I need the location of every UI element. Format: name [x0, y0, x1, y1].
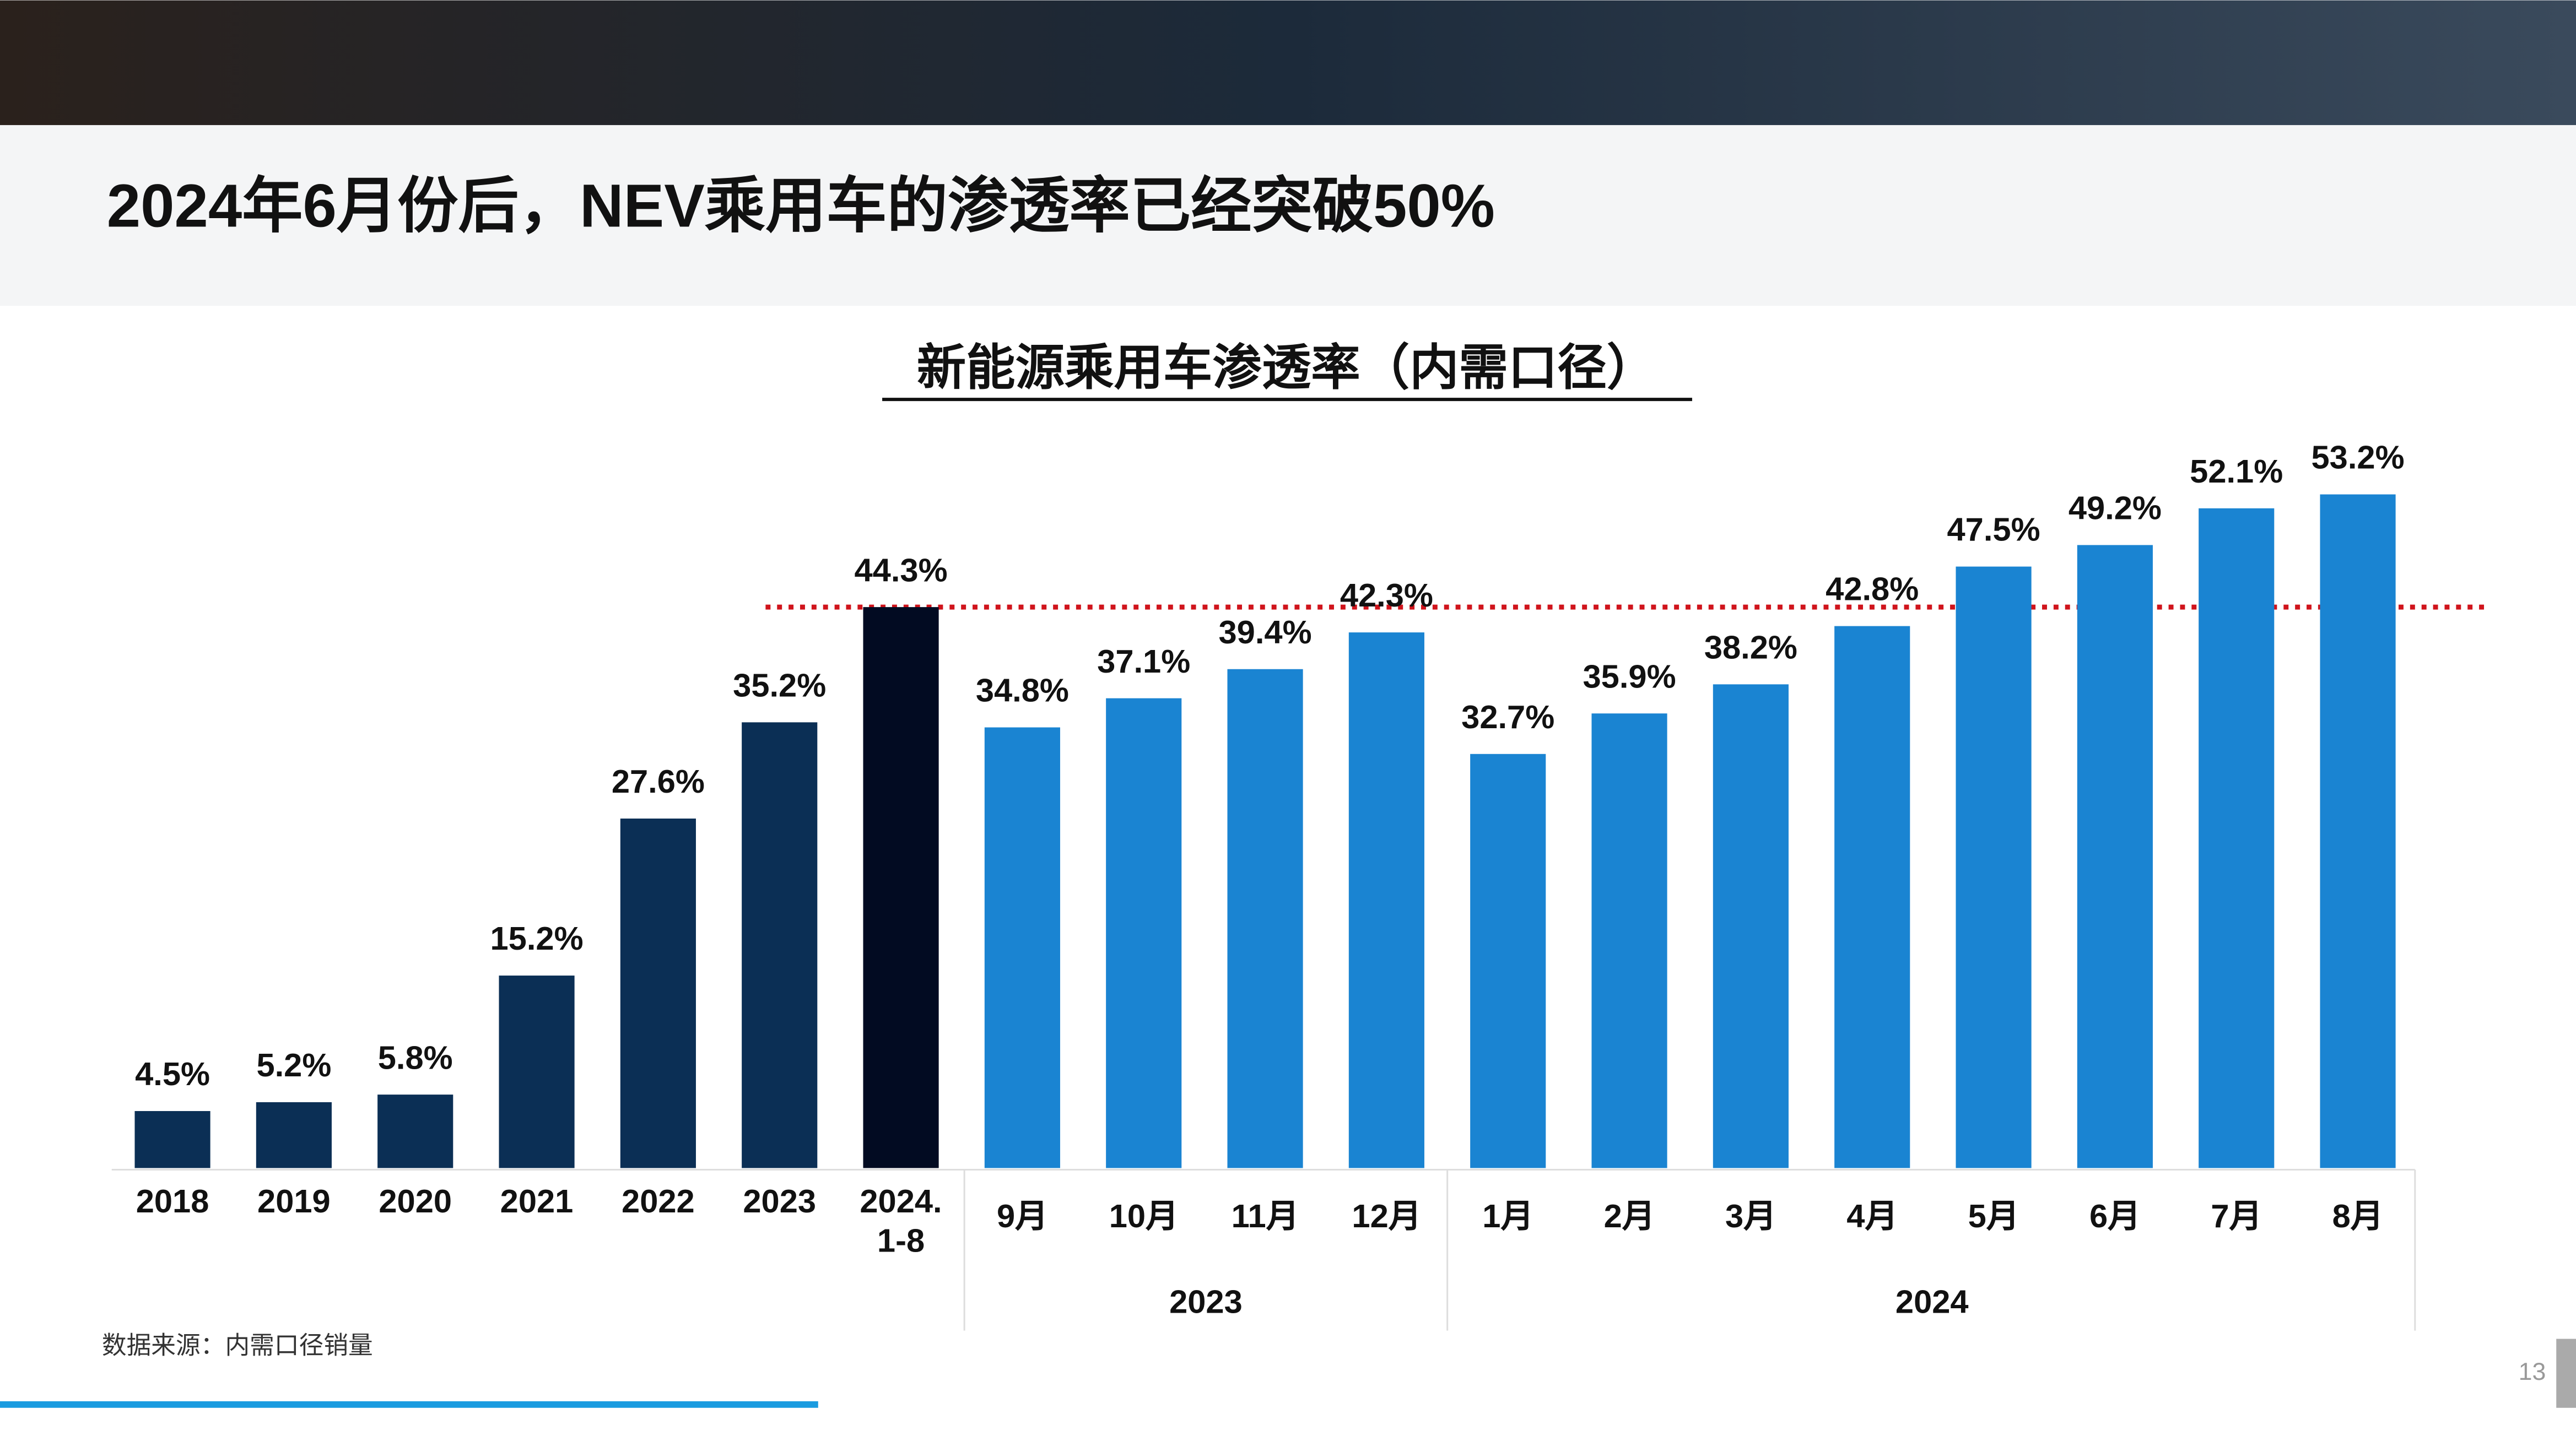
x-label-box: 2018 — [136, 1184, 209, 1221]
x-label-box: 2020 — [379, 1184, 452, 1221]
bar — [256, 1102, 332, 1168]
x-label-box: 2024. 1-8 — [860, 1184, 942, 1260]
x-label-box: 1月 — [1482, 1199, 1534, 1236]
bar — [1591, 713, 1667, 1168]
bar — [863, 607, 939, 1168]
x-tick-label: 2018 — [136, 1184, 209, 1221]
bar — [2077, 545, 2153, 1168]
corner-bar — [2556, 1339, 2576, 1408]
x-tick-label: 3月 — [1725, 1199, 1776, 1236]
x-label-box: 2021 — [500, 1184, 574, 1221]
value-label: 39.4% — [1219, 614, 1312, 651]
bar — [1348, 632, 1424, 1168]
x-label-box: 4月 — [1846, 1199, 1898, 1236]
group-label: 2024 — [1895, 1283, 1969, 1320]
x-label-box: 11月 — [1231, 1199, 1299, 1236]
x-tick-label: 2022 — [622, 1184, 695, 1221]
chart-title: 新能源乘用车渗透率（内需口径） — [917, 340, 1656, 395]
x-label-box: 5月 — [1968, 1199, 2019, 1236]
slide-title: 2024年6月份后，NEV乘用车的渗透率已经突破50% — [107, 172, 1495, 240]
bar — [1956, 566, 2032, 1168]
x-tick-label: 11月 — [1231, 1199, 1299, 1236]
bar — [1227, 669, 1303, 1168]
value-label: 38.2% — [1704, 629, 1797, 665]
x-label-box: 2月 — [1603, 1199, 1655, 1236]
bar — [499, 976, 575, 1168]
x-label-box: 3月 — [1725, 1199, 1776, 1236]
x-tick-label: 12月 — [1352, 1199, 1422, 1236]
x-tick-label: 2024. 1-8 — [860, 1184, 942, 1260]
bar — [377, 1095, 453, 1168]
bar — [134, 1111, 210, 1168]
value-label: 5.2% — [256, 1047, 331, 1084]
x-label-box: 2023 — [743, 1184, 817, 1221]
x-tick-label: 1月 — [1482, 1199, 1534, 1236]
x-label-box: 2019 — [257, 1184, 331, 1221]
value-label: 42.3% — [1340, 577, 1433, 614]
value-label: 4.5% — [135, 1055, 210, 1092]
value-label: 5.8% — [378, 1039, 453, 1076]
x-tick-label: 4月 — [1846, 1199, 1898, 1236]
value-label: 42.8% — [1826, 571, 1919, 608]
x-tick-label: 9月 — [996, 1199, 1048, 1236]
value-label: 27.6% — [612, 763, 705, 800]
x-tick-label: 2019 — [257, 1184, 331, 1221]
value-label: 35.9% — [1583, 658, 1676, 695]
bar — [1834, 626, 1910, 1168]
group-label: 2023 — [1169, 1283, 1243, 1320]
bar — [984, 727, 1060, 1168]
x-label-box: 12月 — [1352, 1199, 1422, 1236]
value-label: 15.2% — [490, 920, 584, 957]
x-tick-label: 2020 — [379, 1184, 452, 1221]
header-photo — [0, 0, 2576, 126]
bar — [2320, 494, 2396, 1168]
value-label: 32.7% — [1461, 698, 1554, 735]
source-note: 数据来源：内需口径销量 — [102, 1332, 373, 1359]
value-label: 44.3% — [855, 551, 948, 588]
title-band — [0, 125, 2576, 306]
bar — [742, 722, 818, 1168]
x-tick-label: 6月 — [2089, 1199, 2141, 1236]
progress-line — [0, 1401, 818, 1408]
value-label: 53.2% — [2312, 439, 2405, 476]
bar — [2199, 508, 2275, 1168]
x-tick-label: 2021 — [500, 1184, 574, 1221]
bar — [1106, 698, 1182, 1168]
bar — [1713, 684, 1789, 1168]
x-label-box: 10月 — [1109, 1199, 1179, 1236]
x-label-box: 9月 — [996, 1199, 1048, 1236]
x-label-box: 7月 — [2211, 1199, 2262, 1236]
value-label: 34.8% — [976, 672, 1069, 709]
x-tick-label: 7月 — [2211, 1199, 2262, 1236]
value-label: 52.1% — [2190, 453, 2283, 490]
bar — [1470, 754, 1546, 1168]
x-tick-label: 2月 — [1603, 1199, 1655, 1236]
x-tick-label: 10月 — [1109, 1199, 1179, 1236]
value-label: 35.2% — [733, 667, 826, 703]
x-tick-label: 8月 — [2332, 1199, 2384, 1236]
x-tick-label: 5月 — [1968, 1199, 2019, 1236]
page-number: 13 — [2519, 1358, 2546, 1385]
x-label-box: 2022 — [622, 1184, 695, 1221]
x-label-box: 6月 — [2089, 1199, 2141, 1236]
bar — [620, 819, 696, 1168]
x-tick-label: 2023 — [743, 1184, 817, 1221]
value-label: 37.1% — [1097, 643, 1190, 680]
x-label-box: 8月 — [2332, 1199, 2384, 1236]
value-label: 49.2% — [2069, 490, 2162, 527]
value-label: 47.5% — [1947, 511, 2040, 548]
